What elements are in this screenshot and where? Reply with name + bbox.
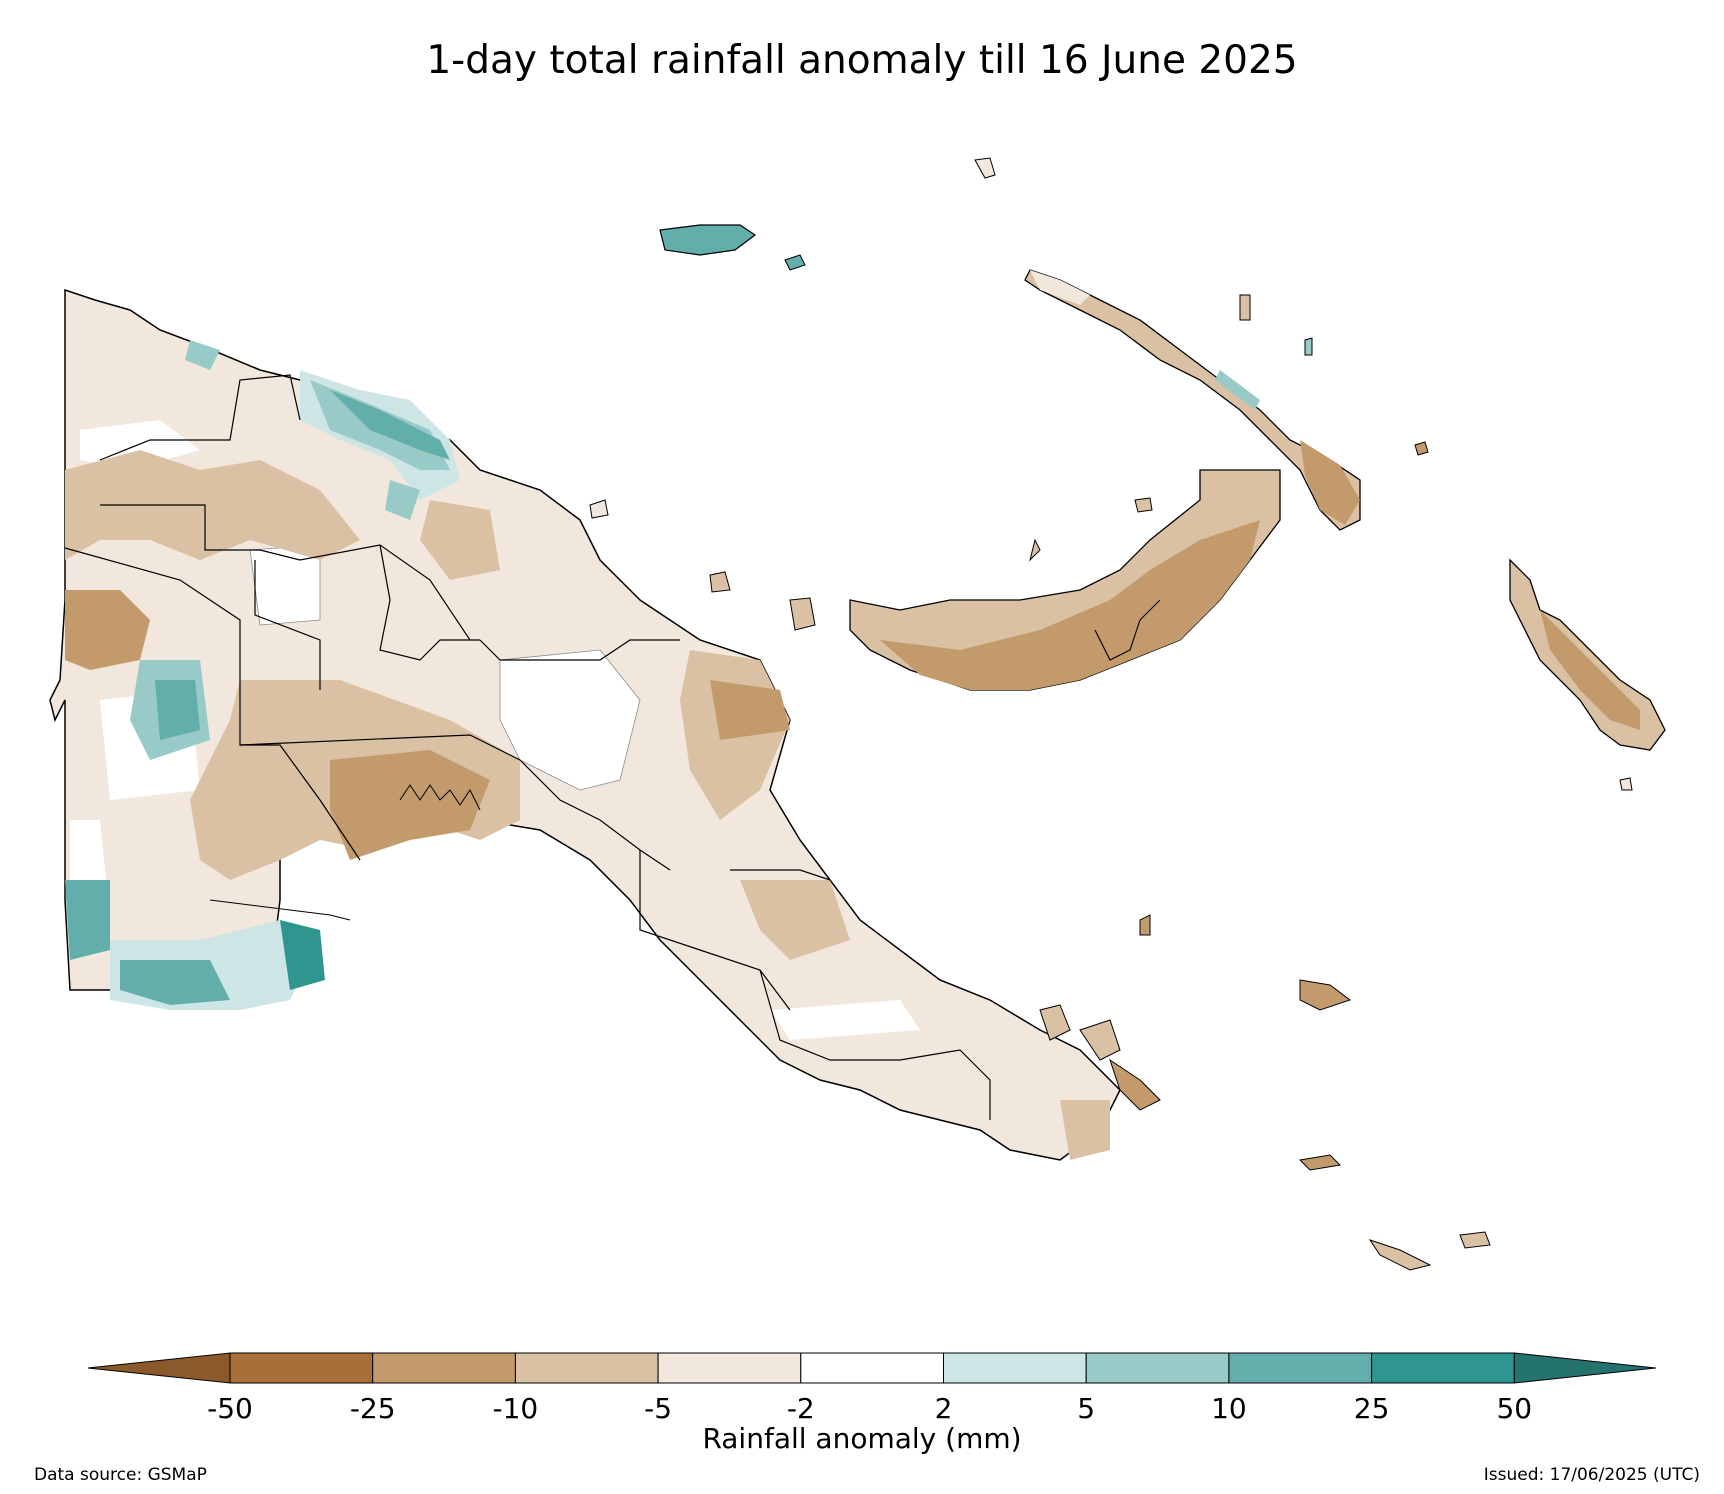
- colorbar-tick: -50: [207, 1392, 253, 1425]
- colorbar-bin-m25-m10: [372, 1352, 516, 1384]
- colorbar-tick: 2: [934, 1392, 953, 1425]
- colorbar-extend-low: [87, 1352, 231, 1384]
- colorbar-extend-high: [1513, 1352, 1657, 1384]
- colorbar-tick: 5: [1077, 1392, 1096, 1425]
- colorbar-tick: 25: [1353, 1392, 1390, 1425]
- colorbar-bin-m2-p2: [800, 1352, 944, 1384]
- colorbar-tick: 50: [1496, 1392, 1533, 1425]
- new-britain: [849, 469, 1281, 691]
- small-islands: [589, 157, 1633, 791]
- issued-date-note: Issued: 17/06/2025 (UTC): [1483, 1465, 1700, 1485]
- new-ireland: [1024, 269, 1361, 531]
- colorbar-bin-m5-m2: [657, 1352, 802, 1384]
- colorbar-bin-m10-m5: [514, 1352, 659, 1384]
- colorbar-bin-p5-p10: [1085, 1352, 1230, 1384]
- colorbar-bin-m50-m25: [229, 1352, 374, 1384]
- colorbar-bin-p2-p5: [943, 1352, 1087, 1384]
- data-source-note: Data source: GSMaP: [34, 1465, 207, 1485]
- colorbar-tick: -2: [786, 1392, 815, 1425]
- colorbar-tick: 10: [1211, 1392, 1247, 1425]
- bougainville: [1509, 558, 1666, 751]
- manus-island: [659, 224, 806, 271]
- colorbar-tick: -5: [644, 1392, 673, 1425]
- mainland-png: [49, 288, 1121, 1161]
- milne-bay-islands: [1039, 914, 1491, 1271]
- colorbar-bin-p10-p25: [1228, 1352, 1373, 1384]
- colorbar-tick: -25: [349, 1392, 396, 1425]
- colorbar-tick: -10: [492, 1392, 539, 1425]
- map-title: 1-day total rainfall anomaly till 16 Jun…: [426, 38, 1298, 83]
- colorbar-bin-p25-p50: [1371, 1352, 1515, 1384]
- colorbar-label: Rainfall anomaly (mm): [702, 1422, 1022, 1455]
